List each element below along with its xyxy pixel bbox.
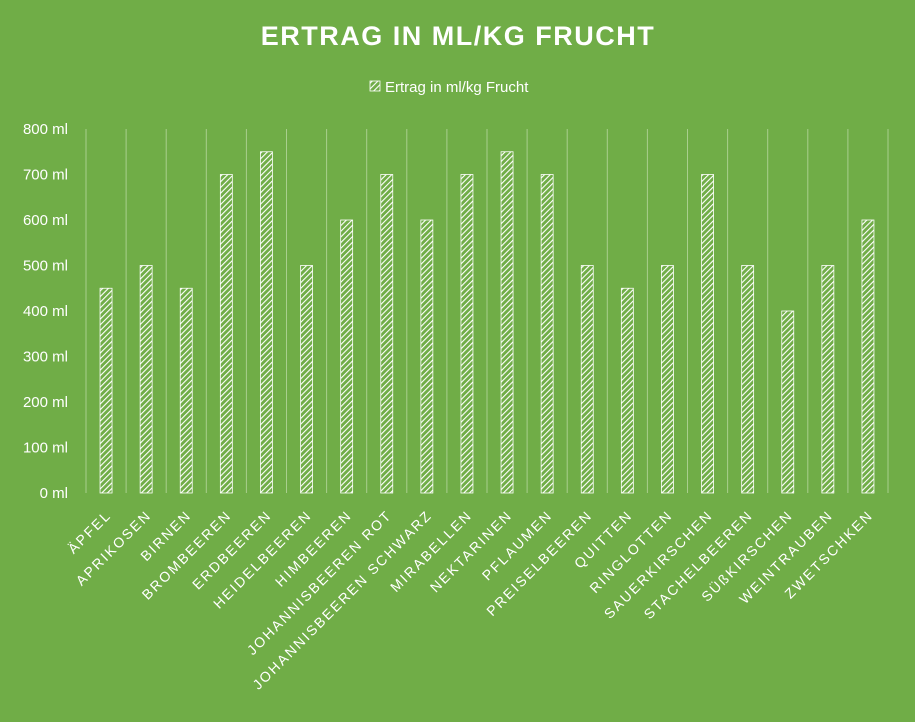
bar: [620, 287, 634, 494]
bars: [99, 151, 875, 494]
bar: [219, 174, 233, 494]
bar: [500, 151, 514, 494]
legend-label: Ertrag in ml/kg Frucht: [385, 79, 529, 96]
y-tick-label: 300 ml: [23, 349, 68, 366]
bar: [580, 265, 594, 494]
chart-title: ERTRAG IN ML/KG FRUCHT: [261, 21, 655, 51]
bar: [99, 287, 113, 494]
bar: [861, 219, 875, 494]
bar: [340, 219, 354, 494]
y-tick-label: 800 ml: [23, 121, 68, 138]
bar: [380, 174, 394, 494]
bar: [460, 174, 474, 494]
y-tick-label: 0 ml: [40, 485, 68, 502]
bar: [300, 265, 313, 494]
y-axis-ticks: 0 ml 100 ml 200 ml 300 ml 400 ml 500 ml 600 ml…: [23, 121, 68, 502]
bar: [139, 265, 153, 494]
y-tick-label: 400 ml: [23, 303, 68, 320]
bar: [540, 174, 554, 494]
bar: [821, 265, 835, 494]
bar: [781, 310, 795, 494]
bar: [701, 174, 714, 494]
x-axis-labels: ÄPFELAPRIKOSENBIRNENBROMBEERENERDBEERENH…: [64, 506, 876, 692]
legend: Ertrag in ml/kg Frucht: [369, 79, 529, 96]
bar: [661, 265, 674, 494]
x-tick-label: JOHANNISBEEREN ROT: [244, 507, 395, 658]
y-tick-label: 200 ml: [23, 394, 68, 411]
bar: [179, 287, 193, 494]
y-tick-label: 500 ml: [23, 258, 68, 275]
legend-swatch: [369, 80, 381, 92]
grid-lines: [85, 129, 889, 493]
bar: [741, 265, 755, 494]
bar: [420, 219, 434, 494]
y-tick-label: 600 ml: [23, 212, 68, 229]
bar: [260, 151, 273, 494]
y-tick-label: 100 ml: [23, 440, 68, 457]
x-tick-label: PFLAUMEN: [479, 507, 556, 584]
y-tick-label: 700 ml: [23, 167, 68, 184]
